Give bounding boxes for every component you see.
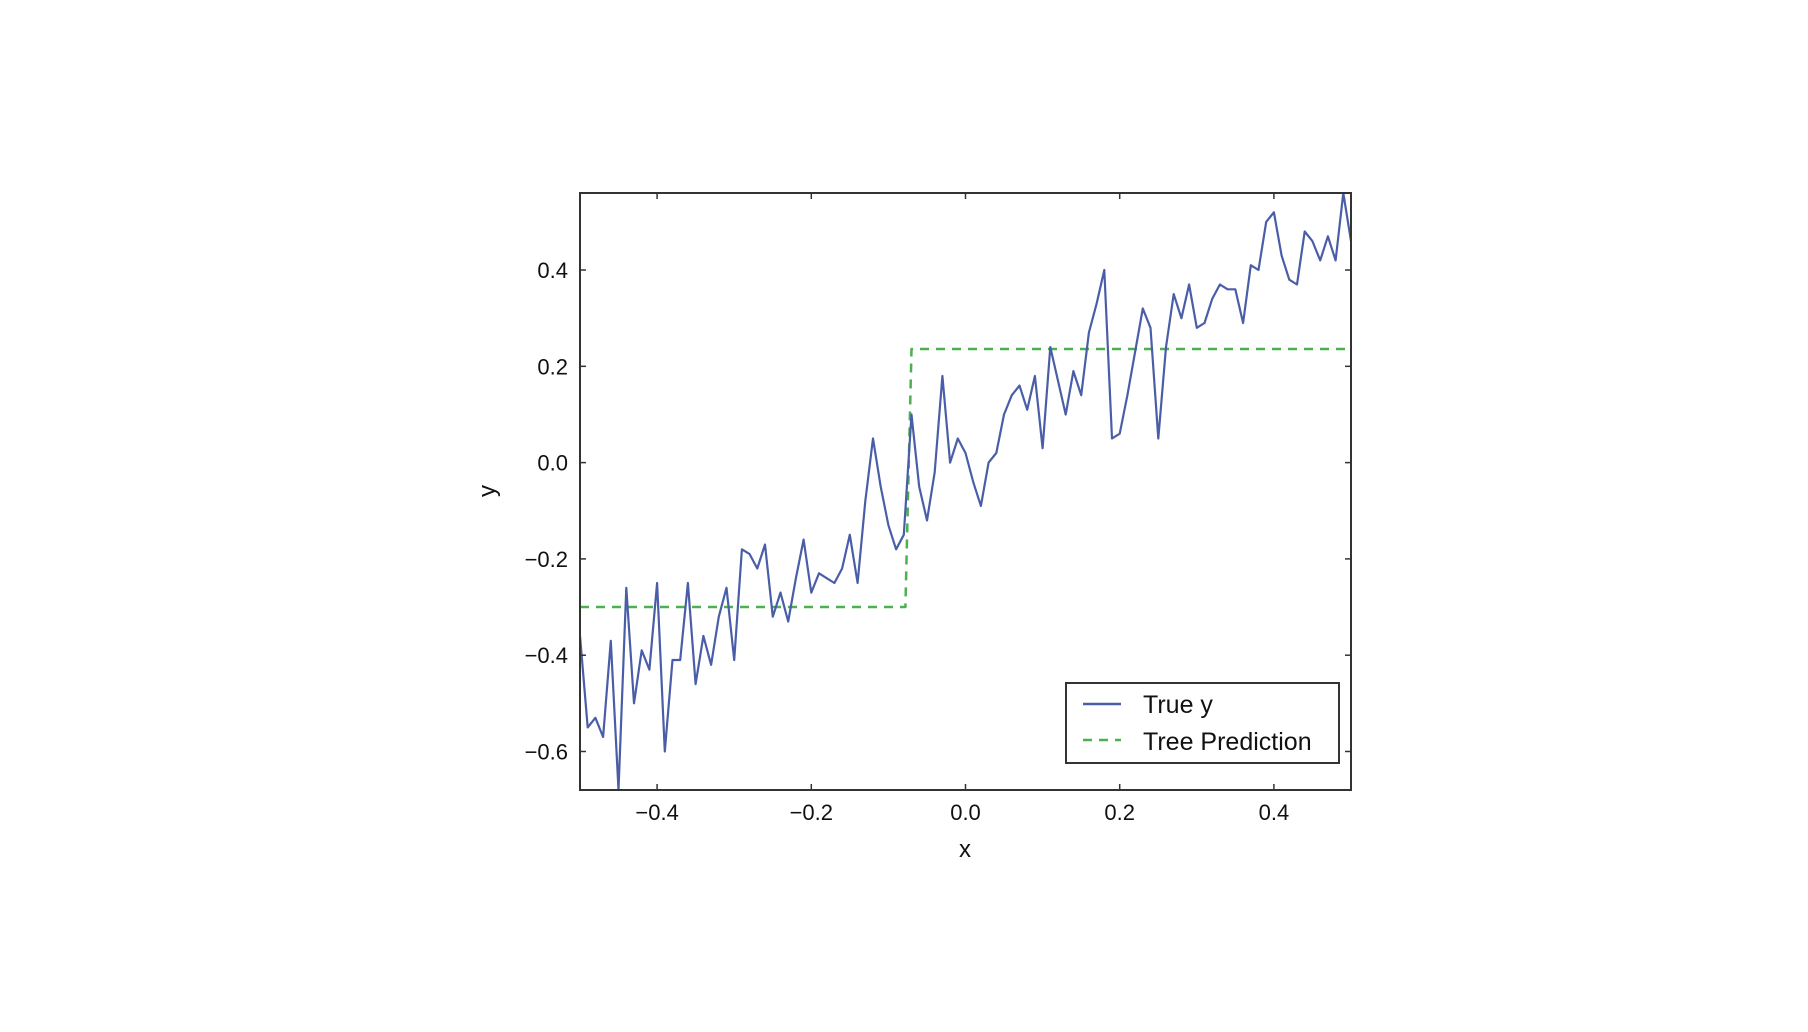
x-tick-label: 0.4 (1259, 800, 1290, 825)
y-tick-label: 0.2 (537, 354, 568, 379)
x-axis-label: x (959, 836, 971, 863)
y-tick-label: −0.6 (525, 739, 568, 764)
x-tick-label: 0.0 (950, 800, 981, 825)
x-tick-label: −0.2 (790, 800, 833, 825)
y-tick-label: −0.2 (525, 547, 568, 572)
legend-label-true-y: True y (1143, 691, 1213, 719)
axes-ticks: −0.4 −0.2 0.0 0.2 0.4 −0.6 −0.4 −0.2 0.0 0.2 0.4 (525, 193, 1351, 825)
legend-label-tree-prediction: Tree Prediction (1143, 728, 1312, 756)
y-tick-label: −0.4 (525, 643, 568, 668)
series-line-true-y (580, 193, 1351, 790)
legend-box (1065, 682, 1340, 764)
y-tick-label: 0.0 (537, 451, 568, 476)
y-tick-label: 0.4 (537, 258, 568, 283)
y-axis-label: y (474, 485, 501, 497)
x-tick-label: −0.4 (635, 800, 678, 825)
x-tick-label: 0.2 (1104, 800, 1135, 825)
legend: True y Tree Prediction (1065, 682, 1340, 764)
plot-area (580, 193, 1351, 790)
